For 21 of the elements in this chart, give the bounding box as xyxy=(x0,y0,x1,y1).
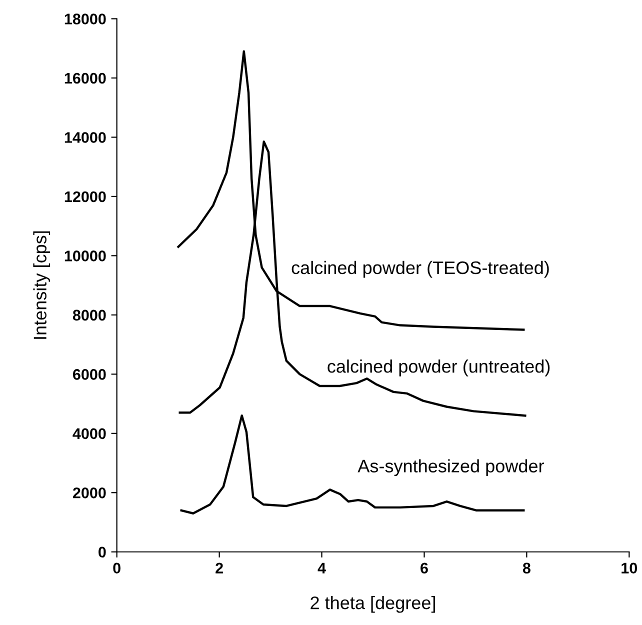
series-label: calcined powder (untreated) xyxy=(328,360,550,376)
x-tick-label: 6 xyxy=(420,562,428,574)
y-tick-label: 18000 xyxy=(64,14,106,24)
x-tick-label: 10 xyxy=(622,562,638,574)
x-tick-label: 2 xyxy=(216,562,223,574)
x-axis-title: 2 theta [degree] xyxy=(310,596,435,613)
y-tick-label: 6000 xyxy=(73,369,106,380)
y-tick-label: 12000 xyxy=(64,191,106,202)
y-tick-label: 0 xyxy=(98,546,106,558)
x-tick-label: 0 xyxy=(113,562,120,574)
y-tick-label: 8000 xyxy=(72,310,106,321)
y-tick-label: 10000 xyxy=(64,250,106,262)
series-label: calcined powder (TEOS-treated) xyxy=(292,260,549,278)
y-tick-label: 16000 xyxy=(64,72,106,84)
x-tick-label: 4 xyxy=(318,562,326,574)
x-tick-label: 8 xyxy=(522,562,530,574)
y-axis-title: Intensity [cps] xyxy=(33,231,50,339)
y-tick-label: 2000 xyxy=(72,488,106,498)
y-tick-label: 4000 xyxy=(72,428,106,440)
series-label: As-synthesized powder xyxy=(358,459,544,476)
y-tick-label: 14000 xyxy=(64,132,106,143)
